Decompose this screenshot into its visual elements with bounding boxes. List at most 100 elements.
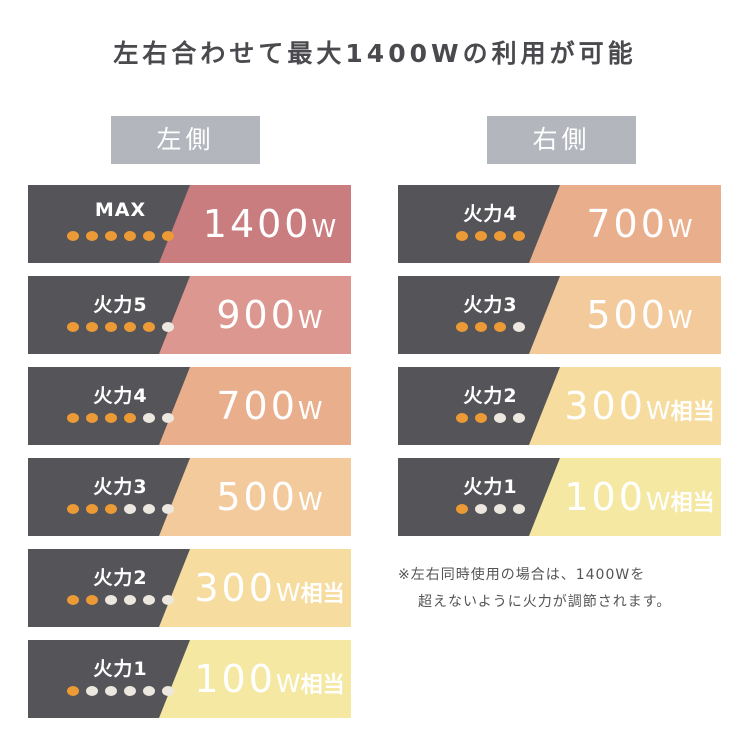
wattage-unit: W <box>297 487 323 516</box>
wattage-number: 500 <box>586 293 668 337</box>
dot-off-icon <box>105 686 117 696</box>
wattage-suffix: 相当 <box>300 673 345 698</box>
dot-on-icon <box>67 322 79 332</box>
level-dots <box>28 413 213 423</box>
note-line-1: ※左右同時使用の場合は、1400Wを <box>398 567 646 583</box>
power-level-row: 火力5 900W <box>28 276 351 354</box>
wattage-suffix: 相当 <box>670 491 715 516</box>
wattage-value: 1400W <box>188 185 351 263</box>
right-side-header: 右側 <box>487 116 636 164</box>
wattage-panel <box>529 458 721 536</box>
dot-on-icon <box>105 413 117 423</box>
dot-on-icon <box>67 413 79 423</box>
wattage-unit: W <box>667 214 693 243</box>
wattage-number: 500 <box>216 475 298 519</box>
dot-on-icon <box>456 504 468 514</box>
dot-on-icon <box>86 413 98 423</box>
level-dots <box>398 504 583 514</box>
dot-off-icon <box>124 595 136 605</box>
wattage-value: 300W相当 <box>558 367 721 445</box>
wattage-value: 500W <box>188 458 351 536</box>
level-label: 火力3 <box>463 294 518 316</box>
level-dots <box>28 504 213 514</box>
wattage-panel <box>159 549 351 627</box>
wattage-panel <box>159 276 351 354</box>
dot-off-icon <box>143 413 155 423</box>
dot-on-icon <box>475 413 487 423</box>
wattage-panel <box>159 185 351 263</box>
dot-on-icon <box>124 231 136 241</box>
wattage-panel <box>159 640 351 718</box>
dot-on-icon <box>86 231 98 241</box>
dot-off-icon <box>86 686 98 696</box>
dot-on-icon <box>494 322 506 332</box>
wattage-unit: W <box>645 396 671 425</box>
level-label: 火力3 <box>93 476 148 498</box>
dot-off-icon <box>143 595 155 605</box>
dot-off-icon <box>494 413 506 423</box>
wattage-value: 700W <box>558 185 721 263</box>
power-level-row: 火力2 300W相当 <box>28 549 351 627</box>
dot-off-icon <box>162 686 174 696</box>
dot-on-icon <box>456 231 468 241</box>
wattage-unit: W <box>667 305 693 334</box>
wattage-panel <box>529 367 721 445</box>
wattage-panel <box>529 185 721 263</box>
dot-on-icon <box>143 231 155 241</box>
dot-off-icon <box>124 504 136 514</box>
wattage-number: 700 <box>586 202 668 246</box>
power-level-row: 火力4 700W <box>398 185 721 263</box>
wattage-panel <box>159 458 351 536</box>
level-dots <box>398 413 583 423</box>
wattage-value: 100W相当 <box>188 640 351 718</box>
left-side-header: 左側 <box>111 116 260 164</box>
dot-on-icon <box>86 595 98 605</box>
dot-on-icon <box>513 231 525 241</box>
dot-on-icon <box>143 322 155 332</box>
dot-off-icon <box>513 413 525 423</box>
power-level-row: 火力1 100W相当 <box>28 640 351 718</box>
dot-on-icon <box>86 322 98 332</box>
level-dots <box>398 231 583 241</box>
wattage-number: 300 <box>194 566 276 610</box>
dot-off-icon <box>162 413 174 423</box>
wattage-value: 500W <box>558 276 721 354</box>
dot-off-icon <box>162 595 174 605</box>
wattage-unit: W <box>297 305 323 334</box>
level-dots <box>28 686 213 696</box>
wattage-value: 900W <box>188 276 351 354</box>
dot-on-icon <box>475 322 487 332</box>
dot-on-icon <box>105 504 117 514</box>
dot-off-icon <box>143 504 155 514</box>
power-level-row: MAX 1400W <box>28 185 351 263</box>
level-dots <box>28 595 213 605</box>
page-title: 左右合わせて最大1400Wの利用が可能 <box>113 39 637 68</box>
dot-on-icon <box>105 231 117 241</box>
dot-off-icon <box>162 504 174 514</box>
wattage-unit: W <box>275 669 301 698</box>
power-level-row: 火力4 700W <box>28 367 351 445</box>
wattage-number: 300 <box>564 384 646 428</box>
wattage-value: 300W相当 <box>188 549 351 627</box>
dot-off-icon <box>124 686 136 696</box>
dot-off-icon <box>162 322 174 332</box>
dot-off-icon <box>513 504 525 514</box>
wattage-unit: W <box>275 578 301 607</box>
level-label: 火力4 <box>463 203 518 225</box>
dot-on-icon <box>86 504 98 514</box>
dot-on-icon <box>67 504 79 514</box>
dot-on-icon <box>67 595 79 605</box>
dot-on-icon <box>456 322 468 332</box>
level-label: MAX <box>94 199 147 221</box>
power-level-row: 火力3 500W <box>398 276 721 354</box>
level-label: 火力1 <box>463 476 518 498</box>
dot-off-icon <box>105 595 117 605</box>
level-label: 火力1 <box>93 658 148 680</box>
wattage-value: 700W <box>188 367 351 445</box>
dot-off-icon <box>494 504 506 514</box>
level-dots <box>28 231 213 241</box>
wattage-panel <box>529 276 721 354</box>
dot-on-icon <box>67 686 79 696</box>
dot-on-icon <box>124 413 136 423</box>
power-level-row: 火力2 300W相当 <box>398 367 721 445</box>
